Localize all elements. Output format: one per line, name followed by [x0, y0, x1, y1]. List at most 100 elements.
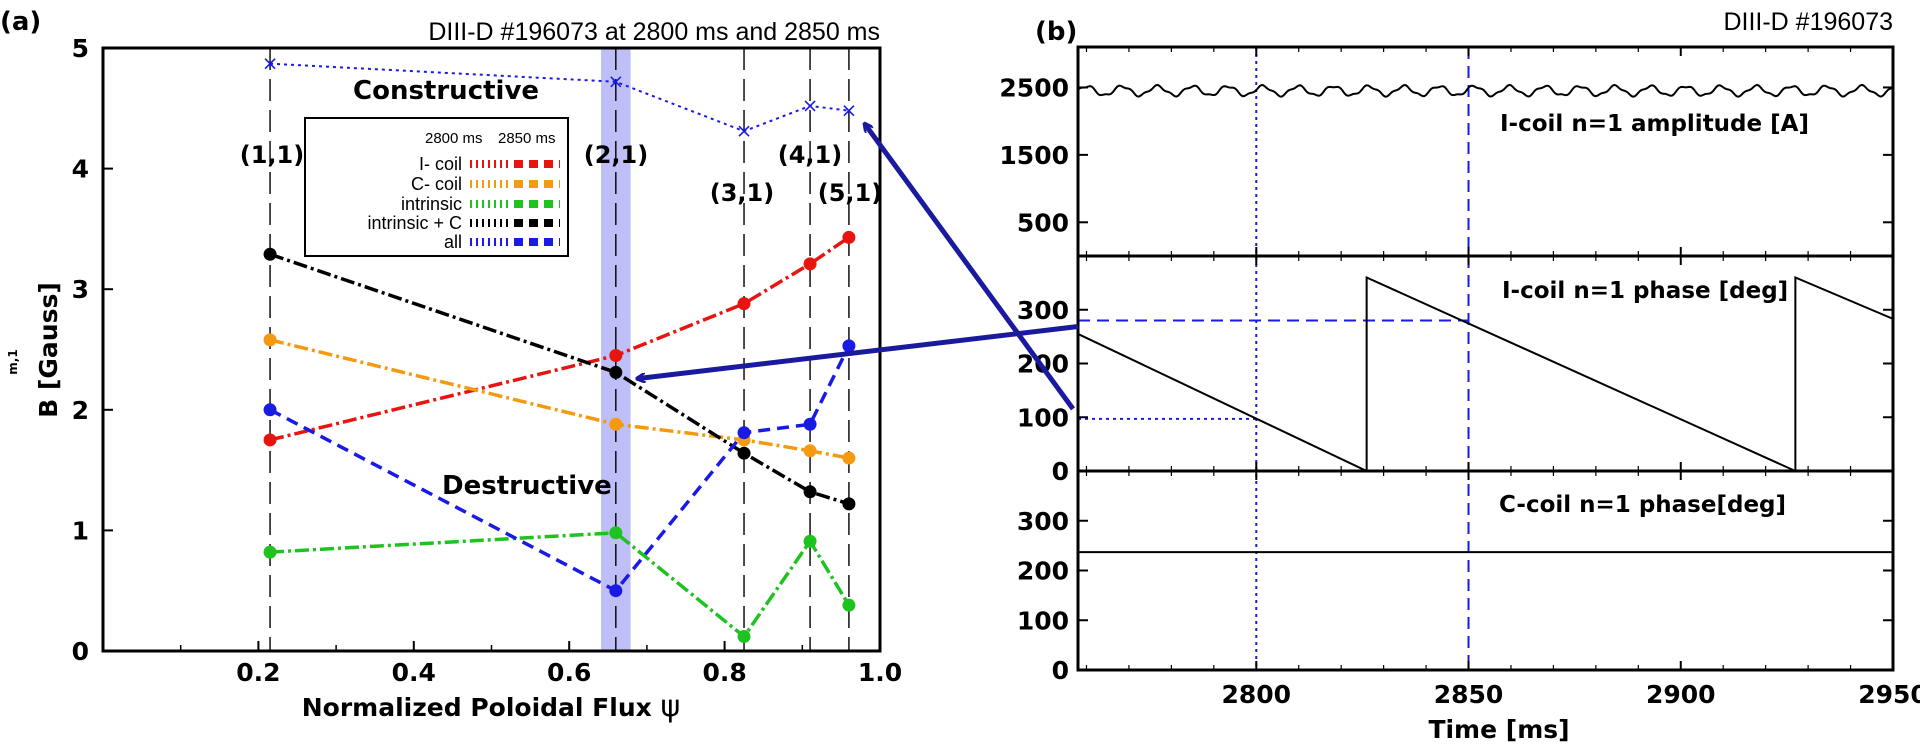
series-5-point-0 [264, 58, 276, 70]
series-1-point-3 [803, 444, 817, 458]
series-3-point-0 [263, 247, 277, 261]
trace-icoil-phase [1077, 275, 1894, 473]
subplot-1-y-tick-label-0: 500 [1017, 208, 1069, 237]
surface-label-4: (4,1) [778, 141, 842, 169]
series-1-point-0 [263, 333, 277, 347]
y-axis-label-a: B [Gauss] [34, 282, 63, 418]
subplot-frames [1076, 45, 1895, 672]
series-0-point-1 [609, 349, 623, 363]
y-tick-label-0: 0 [72, 637, 89, 666]
series-4-point-4 [842, 339, 856, 353]
surface-label-5: (5,1) [818, 179, 882, 207]
series-line-3 [269, 252, 850, 506]
panel-a-title: DIII-D #196073 at 2800 ms and 2850 ms [428, 18, 880, 46]
panel-a: (a) DIII-D #196073 at 2800 ms and 2850 m… [0, 7, 902, 724]
series-line-4 [269, 345, 851, 593]
series-0-point-4 [842, 230, 856, 244]
series-4-point-0 [263, 403, 277, 417]
panel-a-label: (a) [0, 7, 41, 37]
legend-label-3: intrinsic + C [367, 213, 462, 233]
time-markers [1078, 47, 1470, 670]
series-1-point-1 [609, 417, 623, 431]
subplot-frame-1 [1076, 45, 1895, 258]
annotation-arrows [637, 124, 1079, 411]
x-tick-label-4: 1.0 [858, 658, 902, 687]
arrow-2800-to-constructive [865, 124, 1076, 411]
series-1-point-4 [842, 451, 856, 465]
time-traces [1077, 83, 1894, 554]
panel-b-title: DIII-D #196073 [1723, 8, 1893, 36]
subplot-3-label: C-coil n=1 phase[deg] [1499, 492, 1786, 518]
x-tick-label-2: 0.6 [547, 658, 591, 687]
subplot-1-y-tick-label-1: 1500 [999, 141, 1069, 170]
series-4-point-1 [609, 584, 623, 598]
panel-b: (b) DIII-D #196073 500 1500 2500 0 100 200 300… [637, 8, 1920, 744]
subplot-1-label: I-coil n=1 amplitude [A] [1500, 111, 1809, 137]
series-line-2 [269, 531, 851, 640]
subplot-2-y-tick-label-3: 300 [1017, 296, 1069, 325]
subplot-2-y-tick-label-1: 100 [1017, 403, 1069, 432]
series-group [263, 58, 856, 644]
x-tick-label-0: 0.2 [236, 658, 280, 687]
series-3-point-4 [842, 497, 856, 511]
surface-label-2: (2,1) [584, 141, 648, 169]
series-5-point-3 [804, 100, 816, 112]
y-tick-label-2: 2 [72, 396, 89, 425]
series-5-point-4 [843, 105, 855, 117]
x-axis-label-a: Normalized Poloidal Flux ψ [302, 689, 681, 724]
y-tick-label-1: 1 [72, 516, 89, 545]
surface-label-3: (3,1) [710, 179, 774, 207]
axis-ticks-b: 5001500250001002003000100200300280028502… [999, 47, 1920, 709]
y-axis-label-sub: m,1 [6, 349, 20, 374]
y-tick-label-4: 4 [72, 155, 89, 184]
series-0-point-0 [263, 433, 277, 447]
series-0-point-3 [803, 257, 817, 271]
subplot-1-y-tick-label-2: 2500 [999, 73, 1069, 102]
b-x-tick-label-1: 2850 [1434, 680, 1504, 709]
series-line-1 [269, 338, 850, 460]
trace-icoil-amplitude [1077, 83, 1892, 98]
annotation-constructive: Constructive [353, 76, 539, 106]
series-3-point-1 [609, 365, 623, 379]
legend-label-2: intrinsic [401, 194, 462, 214]
annotation-destructive: Destructive [442, 471, 612, 501]
series-5-point-1 [610, 76, 622, 88]
subplot-2-y-tick-label-0: 0 [1052, 457, 1069, 486]
series-2-point-0 [263, 545, 277, 559]
subplot-2-label: I-coil n=1 phase [deg] [1502, 278, 1788, 304]
series-line-0 [269, 235, 850, 442]
series-5-point-2 [738, 125, 750, 137]
x-tick-label-1: 0.4 [392, 658, 436, 687]
b-x-tick-label-2: 2900 [1646, 680, 1716, 709]
series-2-point-1 [609, 526, 623, 540]
series-4-point-3 [803, 417, 817, 431]
subplot-labels: I-coil n=1 amplitude [A] I-coil n=1 phase… [1499, 111, 1809, 518]
series-3-point-3 [803, 485, 817, 499]
series-4-point-2 [737, 426, 751, 440]
subplot-3-y-tick-label-1: 100 [1017, 606, 1069, 635]
legend-label-4: all [444, 232, 462, 252]
arrow-2850-to-destructive [637, 324, 1079, 379]
subplot-3-y-tick-label-3: 300 [1017, 507, 1069, 536]
panel-b-label: (b) [1035, 17, 1077, 47]
x-tick-label-3: 0.8 [702, 658, 746, 687]
legend-box [304, 117, 569, 257]
y-tick-label-5: 5 [72, 34, 89, 63]
series-0-point-2 [737, 297, 751, 311]
surface-labels: (1,1) (2,1) (3,1)(4,1) (5,1) [240, 141, 882, 207]
series-2-point-2 [737, 630, 751, 644]
axis-ticks-a: 0 1 2 3 4 5 0.2 0.4 0.6 0.8 1.0 [72, 34, 903, 687]
surface-label-1: (1,1) [240, 141, 304, 169]
series-2-point-3 [803, 534, 817, 548]
b-x-tick-label-0: 2800 [1221, 680, 1291, 709]
legend-label-0: I- coil [419, 154, 462, 174]
series-2-point-4 [842, 598, 856, 612]
series-3-point-2 [737, 446, 751, 460]
legend-label-1: C- coil [411, 174, 462, 194]
y-tick-label-3: 3 [72, 275, 89, 304]
subplot-3-y-tick-label-0: 0 [1052, 656, 1069, 685]
subplot-3-y-tick-label-2: 200 [1017, 557, 1069, 586]
x-axis-label-b: Time [ms] [1428, 715, 1569, 744]
